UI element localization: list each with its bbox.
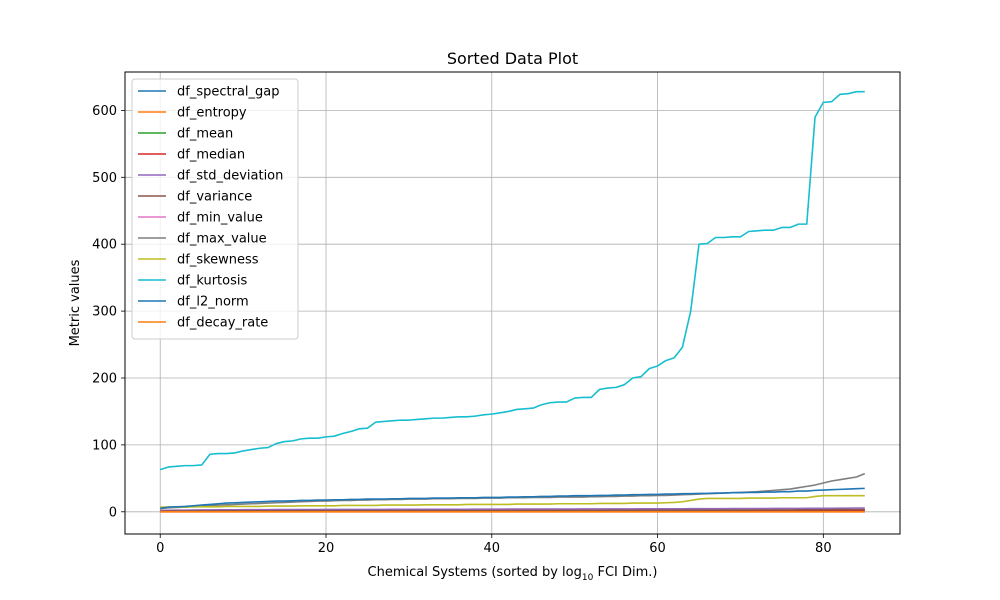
- legend-label: df_decay_rate: [177, 316, 268, 331]
- x-tick-label: 0: [156, 541, 164, 556]
- x-axis-title: Chemical Systems (sorted by log10 FCI Di…: [368, 565, 658, 583]
- legend-label: df_mean: [177, 127, 233, 142]
- legend-label: df_l2_norm: [177, 295, 249, 310]
- legend-label: df_skewness: [177, 253, 259, 268]
- x-tick-label: 80: [815, 541, 832, 556]
- chart-title: Sorted Data Plot: [447, 49, 578, 68]
- legend-box: [131, 78, 299, 340]
- legend-label: df_median: [177, 148, 245, 163]
- y-tick-label: 500: [92, 171, 117, 186]
- series-line-df_std_deviation: [160, 507, 865, 512]
- legend-label: df_min_value: [177, 211, 263, 226]
- y-tick-label: 400: [92, 238, 117, 253]
- y-tick-label: 100: [92, 438, 117, 453]
- plot-frame: [124, 71, 901, 535]
- legend-label: df_std_deviation: [177, 169, 283, 184]
- series-line-df_skewness: [160, 494, 865, 508]
- series-line-df_kurtosis: [159, 90, 865, 471]
- legend-label: df_entropy: [177, 106, 247, 121]
- x-tick-label: 40: [484, 541, 501, 556]
- legend-label: df_variance: [177, 190, 252, 205]
- y-tick-label: 600: [92, 104, 117, 119]
- x-axis-title-subscript: 10: [582, 573, 594, 583]
- series-line-df_l2_norm: [160, 487, 865, 510]
- series-lines: [159, 90, 866, 513]
- legend-label: df_kurtosis: [177, 274, 247, 289]
- x-axis-title-main: Chemical Systems (sorted by log: [368, 565, 582, 580]
- y-axis-title: Metric values: [68, 259, 83, 346]
- x-tick-label: 20: [318, 541, 335, 556]
- x-tick-label: 60: [649, 541, 666, 556]
- y-tick-label: 300: [92, 305, 117, 320]
- y-tick-label: 200: [92, 371, 117, 386]
- x-axis-title-tail: FCI Dim.): [593, 565, 657, 580]
- series-line-df_variance: [160, 508, 865, 512]
- legend-label: df_max_value: [177, 232, 267, 247]
- legend-label: df_spectral_gap: [177, 85, 280, 100]
- legend: df_spectral_gap df_entropy df_mean df_media…: [131, 78, 299, 340]
- y-tick-label: 0: [109, 505, 117, 520]
- axis-ticks: 0 20 40 60 80 0 100 200 300 400 500 600: [92, 104, 831, 556]
